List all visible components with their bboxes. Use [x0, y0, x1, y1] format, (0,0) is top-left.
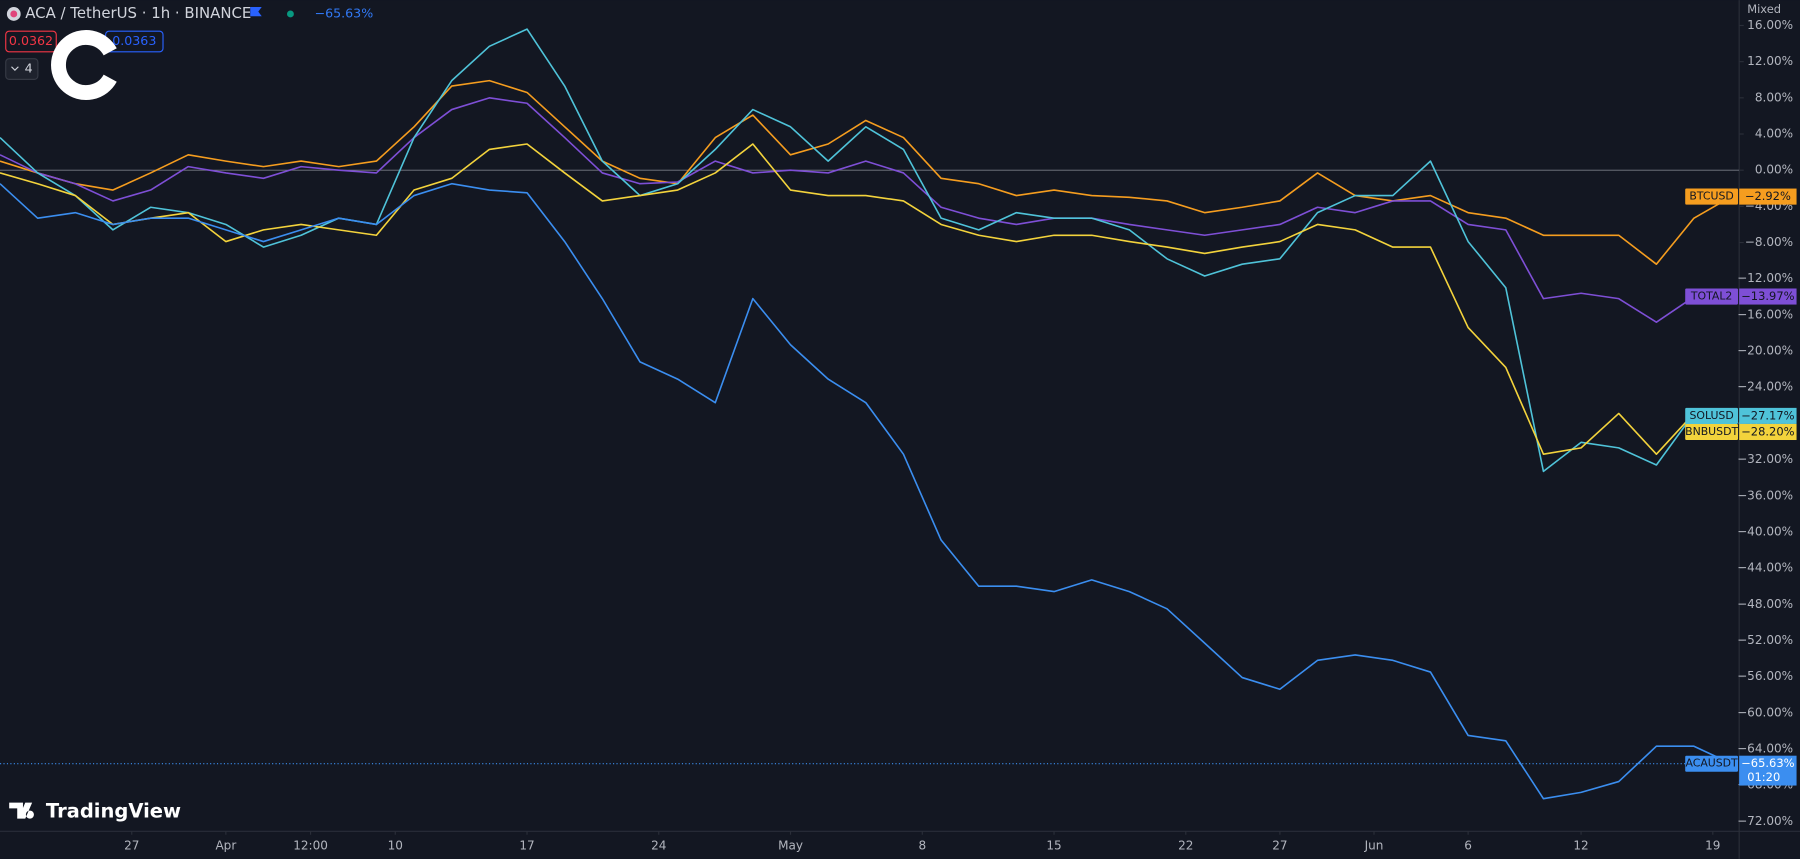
value-label: −2.92%	[1745, 189, 1791, 203]
x-tick-label: 24	[651, 839, 666, 853]
x-tick-label: 10	[388, 839, 403, 853]
y-tick-label: −52.00%	[1737, 633, 1793, 647]
y-tick-label: −20.00%	[1737, 344, 1793, 358]
flag-icon[interactable]	[250, 7, 262, 17]
plot-area	[0, 28, 1740, 800]
series-line	[0, 28, 1732, 473]
x-tick-label: 22	[1178, 839, 1193, 853]
x-tick-label: 15	[1046, 839, 1061, 853]
y-tick-label: −24.00%	[1737, 380, 1793, 394]
countdown: 01:20	[1747, 770, 1780, 784]
legend-label: SOLUSD	[1689, 409, 1733, 422]
x-tick-label: 27	[1272, 839, 1287, 853]
series-tag	[1685, 188, 1739, 205]
ask-price: 0.0363	[112, 33, 156, 48]
y-tick-label: 16.00%	[1747, 18, 1793, 32]
legend-label: BTCUSD	[1689, 190, 1733, 203]
watermark-logo	[51, 30, 117, 101]
legend-label: ACAUSDT	[1685, 757, 1738, 770]
y-tick-label: −32.00%	[1737, 452, 1793, 466]
brand-name: TradingView	[46, 799, 181, 822]
y-tick-label: −60.00%	[1737, 705, 1793, 719]
value-label: −27.17%	[1741, 408, 1794, 422]
value-label: −28.20%	[1741, 424, 1794, 438]
x-tick-label: 27	[124, 839, 139, 853]
x-tick-label: Apr	[215, 839, 236, 853]
y-tick-label: −64.00%	[1737, 741, 1793, 755]
series-line	[0, 79, 1732, 265]
value-label: −13.97%	[1741, 289, 1794, 303]
y-tick-label: 8.00%	[1755, 90, 1793, 104]
indicator-toggle[interactable]	[5, 58, 39, 80]
y-tick-label: −48.00%	[1737, 597, 1793, 611]
value-tag	[1739, 188, 1797, 205]
y-tick-label: −72.00%	[1737, 814, 1793, 828]
symbol-icon	[10, 10, 18, 18]
series-line	[0, 97, 1732, 323]
x-tick-label: 17	[519, 839, 534, 853]
x-tick-label: 12	[1573, 839, 1588, 853]
value-label: −65.63%	[1741, 756, 1794, 770]
y-tick-label: −56.00%	[1737, 669, 1793, 683]
y-tick-label: 12.00%	[1747, 54, 1793, 68]
value-tag	[1739, 423, 1797, 441]
series-tag	[1685, 423, 1739, 441]
x-tick-label: 12:00	[293, 839, 328, 853]
brand-logo	[9, 802, 34, 819]
series-line	[0, 182, 1732, 800]
brand: TradingView	[9, 799, 181, 822]
symbol-title: ACA / TetherUS · 1h · BINANCE	[25, 4, 251, 22]
indicator-count: 4	[25, 61, 33, 76]
bid-price: 0.0362	[9, 33, 53, 48]
y-tick-label: −44.00%	[1737, 561, 1793, 575]
legend-label: TOTAL2	[1690, 290, 1732, 303]
chevron	[11, 66, 19, 72]
y-tick-label: 0.00%	[1755, 163, 1793, 177]
change-label: −65.63%	[315, 5, 374, 20]
series-tag	[1685, 288, 1739, 305]
series-tag	[1685, 755, 1739, 772]
status-dot	[286, 10, 294, 18]
y-tick-label: −8.00%	[1745, 235, 1793, 249]
legend-label: BNBUSDT	[1685, 425, 1738, 438]
value-tag	[1739, 407, 1797, 424]
x-tick-label: Jun	[1364, 839, 1384, 853]
y-tick-label: −36.00%	[1737, 488, 1793, 502]
header: ACA / TetherUS · 1h · BINANCE −65.63% 0.…	[5, 2, 1781, 101]
x-tick-label: 6	[1464, 839, 1472, 853]
x-tick-label: 8	[918, 839, 926, 853]
y-tick-label: −16.00%	[1737, 307, 1793, 321]
y-tick-label: −40.00%	[1737, 524, 1793, 538]
y-tick-label: 4.00%	[1755, 127, 1793, 141]
x-tick-label: 19	[1705, 839, 1720, 853]
x-tick-label: May	[778, 839, 803, 853]
sell-button[interactable]	[5, 30, 57, 53]
series-tag	[1685, 407, 1739, 424]
series-line	[0, 143, 1732, 455]
value-tag	[1739, 288, 1797, 305]
scale-mode[interactable]: Mixed	[1747, 2, 1781, 16]
value-tag	[1739, 755, 1797, 786]
y-tick-label: −12.00%	[1737, 271, 1793, 285]
